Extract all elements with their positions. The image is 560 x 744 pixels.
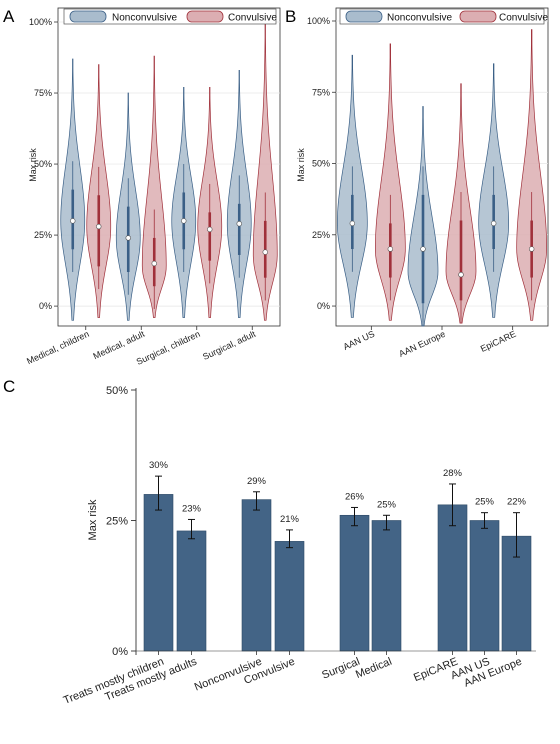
- panel-a-y-tick-label: 75%: [34, 88, 52, 98]
- panel-c-bar-surgical-value-label: 26%: [345, 491, 365, 502]
- panel-c-bar-treats-mostly-children-value-label: 30%: [149, 460, 169, 471]
- panel-b-x-tick-label-epicare: EpiCARE: [479, 329, 518, 354]
- panel-b-x-tick-label-aan-europe: AAN Europe: [397, 329, 447, 359]
- panel-a-violin-nonconvulsive-surgical-adult-median: [236, 221, 242, 227]
- panel-c-bar-epicare-value-label: 28%: [443, 468, 463, 479]
- panel-b-legend-label-convulsive: Convulsive: [499, 13, 548, 24]
- panel-b-legend-swatch-convulsive: [459, 10, 497, 23]
- panel-a-violin-convulsive-medical-children-median: [96, 223, 102, 230]
- panel-c-y-tick-label: 50%: [106, 385, 128, 397]
- panel-a-y-tick-label: 0%: [39, 301, 52, 311]
- panel-b-x-tick-label-aan-us: AAN US: [342, 329, 377, 352]
- panel-b-violin-convulsive-aan-us-median: [387, 246, 394, 252]
- panel-b-grid: [336, 20, 548, 307]
- panel-a-violin-nonconvulsive-medical-adult-median: [125, 235, 131, 241]
- panel-c-bar-nonconvulsive: [241, 499, 272, 652]
- panel-a-violin-convulsive-surgical-children-median: [207, 226, 213, 233]
- panel-c-bar-aan-europe-value-label: 22%: [507, 497, 527, 508]
- panel-c-y-tick-label: 25%: [106, 516, 128, 528]
- panel-c-y-tick-label: 0%: [112, 646, 128, 658]
- panel-c-bar-epicare: [437, 504, 468, 652]
- panel-c-bar-aan-us-value-label: 25%: [475, 497, 495, 508]
- panel-a-legend-label-convulsive: Convulsive: [228, 13, 277, 24]
- panel-a-y-tick-label: 25%: [34, 230, 52, 240]
- panel-a-x-tick-label-surgical-adult: Surgical, adult: [201, 329, 257, 362]
- panel-a-y-ticks: 0% 25% 50% 75% 100%: [29, 17, 58, 311]
- panel-a-legend-label-nonconvulsive: Nonconvulsive: [112, 13, 177, 24]
- panel-a-legend: Nonconvulsive Convulsive: [63, 8, 277, 25]
- panel-b-y-tick-label: 25%: [312, 230, 330, 240]
- panel-a-x-tick-label-medical-children: Medical, children: [25, 329, 90, 367]
- panel-a-violin-nonconvulsive-surgical-children-median: [181, 218, 187, 224]
- panel-b-violin-convulsive-epicare-median: [528, 246, 535, 252]
- panel-c-bar-convulsive: [274, 541, 305, 652]
- panel-b-violins: [336, 29, 548, 327]
- panel-c-bar-nonconvulsive-value-label: 29%: [247, 476, 267, 487]
- panel-a-y-axis-label: Max risk: [28, 148, 38, 182]
- panel-b-x-ticks: AAN US AAN Europe EpiCARE: [342, 326, 518, 359]
- panel-c-bar-treats-mostly-adults: [176, 530, 207, 652]
- panel-b-y-ticks: 0% 25% 50% 75% 100%: [307, 16, 336, 311]
- panel-a-legend-swatch-convulsive: [186, 10, 224, 23]
- panel-b-plot-frame: [335, 7, 549, 327]
- panel-c-bar-surgical: [339, 514, 370, 652]
- panel-a-violins: [60, 21, 278, 321]
- panel-b-y-tick-label: 100%: [307, 16, 330, 26]
- panel-c-y-ticks: 0% 25% 50%: [106, 385, 136, 658]
- panel-b-violin-convulsive-aan-us: [374, 43, 406, 321]
- panel-a-violin-convulsive-surgical-adult-median: [262, 249, 268, 255]
- panel-c-bar-medical: [371, 520, 402, 652]
- panel-a-legend-swatch-nonconvulsive: [69, 10, 107, 23]
- panel-b-y-tick-label: 75%: [312, 87, 330, 97]
- panel-b-legend-label-nonconvulsive: Nonconvulsive: [387, 13, 452, 24]
- panel-a-x-ticks: Medical, children Medical, adultSurgical,…: [25, 326, 258, 367]
- panel-a-legend-box: [63, 8, 277, 25]
- panel-a-y-tick-label: 100%: [29, 17, 52, 27]
- panel-a-plot-frame: [57, 7, 281, 327]
- panel-c-bar-aan-us: [469, 520, 500, 652]
- panel-b-violin-nonconvulsive-aan-europe-median: [420, 246, 426, 252]
- panel-letter-a: A: [3, 7, 15, 26]
- panel-letter-c: C: [3, 377, 15, 396]
- panel-b-y-tick-label: 50%: [312, 159, 330, 169]
- panel-a-x-tick-label-surgical-children: Surgical, children: [135, 329, 202, 367]
- panel-a-violin-nonconvulsive-medical-children-median: [70, 218, 76, 224]
- panel-c-bar-medical-value-label: 25%: [377, 499, 397, 510]
- panel-a-violin-convulsive-medical-adult: [141, 55, 167, 318]
- panel-a-y-tick-label: 50%: [34, 159, 52, 169]
- panel-b-y-tick-label: 0%: [317, 301, 330, 311]
- panel-letter-b: B: [285, 7, 296, 26]
- panel-b-violin-nonconvulsive-aan-us-median: [349, 220, 356, 227]
- panel-b-legend-swatch-nonconvulsive: [345, 10, 383, 23]
- panel-c-bars: 30% 23% 29% 21% 26% 25% 28% 25% 22%: [143, 460, 532, 652]
- panel-c-bar-treats-mostly-children: [143, 494, 174, 652]
- panel-c-x-tick-label-medical: Medical: [354, 656, 394, 681]
- panel-b-legend: Nonconvulsive Convulsive: [339, 8, 548, 25]
- panel-c-y-axis-label: Max risk: [87, 499, 99, 540]
- panel-c-bar-treats-mostly-adults-value-label: 23%: [182, 503, 202, 514]
- panel-b-violin-convulsive-aan-europe-median: [458, 271, 464, 278]
- panel-c-bar-convulsive-value-label: 21%: [280, 514, 300, 525]
- panel-a-violin-convulsive-medical-adult-median: [151, 260, 157, 267]
- panel-b-violin-convulsive-epicare: [516, 29, 548, 321]
- panel-b-y-axis-label: Max risk: [296, 148, 306, 182]
- panel-b-violin-nonconvulsive-epicare-median: [490, 220, 497, 227]
